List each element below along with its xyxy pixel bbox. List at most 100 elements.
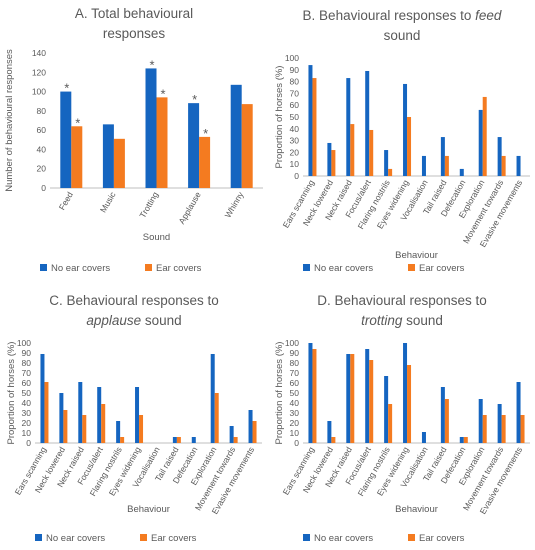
y-tick-label-30: 30 [290, 136, 300, 146]
title-text-run: sound [141, 313, 182, 328]
bar-no-ear-covers-whinny [230, 84, 242, 188]
y-axis-label: Proportion of horses (%) [274, 66, 285, 169]
bar-ear-covers-neck-raised [350, 124, 355, 176]
bar-ear-covers-feed [71, 126, 83, 188]
legend-swatch-no-ear-covers [303, 264, 310, 271]
y-tick-label-0: 0 [26, 438, 31, 448]
bar-no-ear-covers-flaring-nostrils [384, 150, 389, 176]
bar-ear-covers-evasive-movements [252, 421, 257, 443]
title-text-run: C. Behavioural responses to [49, 293, 219, 308]
y-tick-label-90: 90 [290, 65, 300, 75]
significance-marker-applause-no-ear-covers: * [192, 92, 197, 107]
y-tick-label-40: 40 [37, 144, 47, 154]
bar-no-ear-covers-neck-lowered [327, 142, 332, 176]
legend-swatch-ear-covers [140, 534, 147, 541]
bar-no-ear-covers-trotting [145, 68, 157, 188]
bar-no-ear-covers-exploration [478, 399, 483, 443]
title-text-run: trotting [361, 313, 403, 328]
title-text-run: D. Behavioural responses to [317, 293, 487, 308]
bar-no-ear-covers-tail-raised [440, 387, 445, 443]
chart-title-line-2: applause sound [86, 313, 181, 328]
y-tick-label-30: 30 [290, 408, 300, 418]
bar-ear-covers-ears-scanning [312, 349, 317, 443]
y-tick-label-60: 60 [290, 378, 300, 388]
x-tick-label-whinny: Whinny [223, 189, 246, 219]
bar-no-ear-covers-movement-towards [229, 426, 234, 443]
bar-ear-covers-eyes-widening [407, 117, 412, 176]
bar-no-ear-covers-defecation [191, 437, 196, 443]
y-tick-label-20: 20 [22, 418, 32, 428]
bar-ear-covers-applause [199, 136, 211, 188]
bar-ear-covers-ears-scanning [312, 78, 317, 176]
bar-no-ear-covers-eyes-widening [403, 83, 408, 176]
x-tick-label-feed: Feed [57, 190, 75, 212]
bar-ear-covers-movement-towards [233, 437, 238, 443]
y-tick-label-10: 10 [290, 428, 300, 438]
bar-ear-covers-neck-lowered [63, 410, 68, 443]
y-tick-label-70: 70 [22, 368, 32, 378]
bar-no-ear-covers-exploration [478, 109, 483, 176]
bar-ear-covers-neck-raised [82, 415, 87, 443]
legend-label-no-ear-covers: No ear covers [314, 533, 373, 544]
x-tick-label-trotting: Trotting [137, 190, 160, 220]
y-tick-label-100: 100 [285, 338, 299, 348]
bar-no-ear-covers-ears-scanning [308, 65, 313, 176]
bar-no-ear-covers-eyes-widening [135, 387, 140, 443]
bar-no-ear-covers-music [102, 124, 114, 188]
significance-marker-feed-no-ear-covers: * [64, 81, 69, 96]
x-tick-label-music: Music [98, 189, 118, 214]
bar-ear-covers-neck-raised [350, 354, 355, 443]
bar-no-ear-covers-flaring-nostrils [384, 376, 389, 443]
x-axis-label: Sound [143, 232, 170, 243]
bar-ear-covers-ears-scanning [44, 382, 49, 443]
legend-label-ear-covers: Ear covers [419, 263, 465, 274]
y-axis-label: Number of behavioural responses [4, 49, 15, 192]
bar-no-ear-covers-evasive-movements [516, 155, 521, 176]
y-tick-label-0: 0 [41, 183, 46, 193]
y-tick-label-100: 100 [285, 53, 299, 63]
y-tick-label-100: 100 [17, 338, 31, 348]
chart-title-line-1: B. Behavioural responses to feed [303, 8, 502, 23]
significance-marker-trotting-no-ear-covers: * [149, 57, 154, 72]
bar-ear-covers-flaring-nostrils [388, 404, 393, 443]
y-tick-label-20: 20 [290, 147, 300, 157]
bar-ear-covers-tail-raised [444, 399, 449, 443]
y-tick-label-70: 70 [290, 88, 300, 98]
bar-no-ear-covers-movement-towards [497, 137, 502, 176]
bar-ear-covers-tail-raised [176, 437, 181, 443]
chart-c-applause-sound: C. Behavioural responses to applause soun… [6, 293, 262, 544]
legend-swatch-ear-covers [145, 264, 152, 271]
bar-ear-covers-focus-alert [369, 129, 374, 176]
y-tick-label-140: 140 [32, 48, 46, 58]
legend-swatch-no-ear-covers [40, 264, 47, 271]
bar-no-ear-covers-ears-scanning [308, 343, 313, 443]
y-tick-label-0: 0 [294, 438, 299, 448]
y-tick-label-120: 120 [32, 67, 46, 77]
bar-ear-covers-flaring-nostrils [120, 437, 125, 443]
bar-ear-covers-focus-alert [101, 404, 106, 443]
y-tick-label-70: 70 [290, 368, 300, 378]
legend-label-ear-covers: Ear covers [419, 533, 465, 544]
y-tick-label-0: 0 [294, 171, 299, 181]
title-text-run: sound [402, 313, 443, 328]
bar-no-ear-covers-evasive-movements [516, 382, 521, 443]
y-tick-label-90: 90 [22, 348, 32, 358]
y-tick-label-30: 30 [22, 408, 32, 418]
chart-a-total-responses: A. Total behavioural responses 0 20 40 60 80 10… [4, 6, 263, 274]
bar-ear-covers-music [113, 138, 125, 188]
legend-label-no-ear-covers: No ear covers [51, 263, 110, 274]
bar-ear-covers-eyes-widening [407, 365, 412, 443]
bar-no-ear-covers-evasive-movements [248, 410, 253, 443]
bar-no-ear-covers-vocalisation [421, 432, 426, 443]
bar-no-ear-covers-movement-towards [497, 404, 502, 443]
bar-no-ear-covers-focus-alert [365, 349, 370, 443]
bar-no-ear-covers-applause [188, 103, 200, 188]
y-tick-label-50: 50 [290, 112, 300, 122]
y-tick-label-60: 60 [37, 125, 47, 135]
bar-no-ear-covers-neck-lowered [59, 393, 64, 443]
y-tick-label-20: 20 [290, 418, 300, 428]
bar-ear-covers-neck-lowered [331, 437, 336, 443]
bar-ear-covers-evasive-movements [520, 415, 525, 443]
bar-no-ear-covers-neck-raised [78, 382, 83, 443]
